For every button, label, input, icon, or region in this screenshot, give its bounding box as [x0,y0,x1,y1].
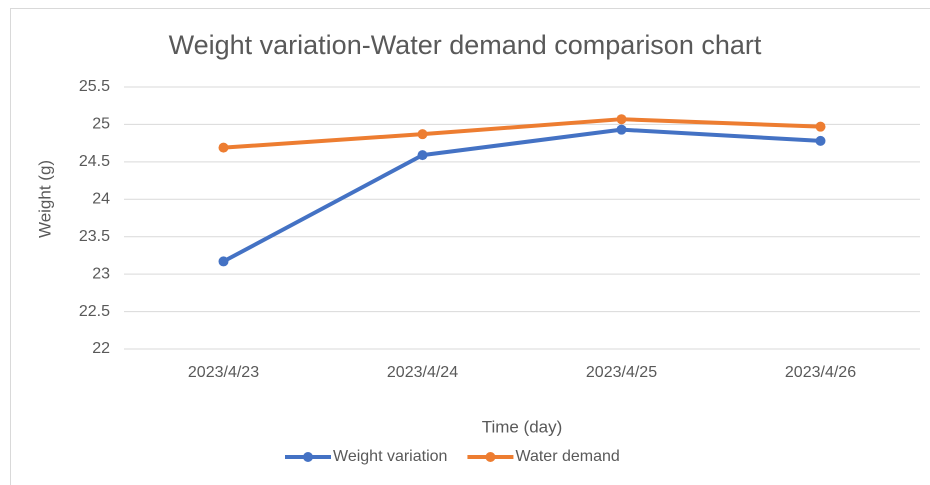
x-tick-label: 2023/4/23 [188,364,259,381]
legend-label: Water demand [515,448,619,465]
y-tick-label: 25 [92,116,110,133]
y-tick-label: 23 [92,265,110,282]
y-tick-label: 24 [92,191,110,208]
legend-marker [303,452,313,462]
data-point [815,121,826,132]
series-line [223,117,821,150]
y-tick-label: 22 [92,340,110,357]
legend-label: Weight variation [333,448,447,465]
data-point [616,114,627,125]
x-tick-label: 2023/4/24 [387,364,458,381]
data-point [218,256,229,267]
y-tick-label: 24.5 [79,153,110,170]
data-point [815,135,826,146]
series-line [222,127,821,264]
x-tick-label: 2023/4/26 [785,364,856,381]
data-point [616,124,627,135]
y-tick-label: 23.5 [79,228,110,245]
y-tick-label: 22.5 [79,303,110,320]
chart-border [10,8,930,485]
x-axis-label: Time (day) [482,417,563,436]
y-axis-label: Weight (g) [35,160,54,238]
legend-marker [485,452,496,462]
y-tick-label: 25.5 [79,78,110,95]
data-point [218,142,229,153]
x-tick-label: 2023/4/25 [586,364,657,381]
data-point [417,150,428,161]
data-point [417,129,428,140]
chart-title: Weight variation-Water demand comparison… [169,30,762,60]
